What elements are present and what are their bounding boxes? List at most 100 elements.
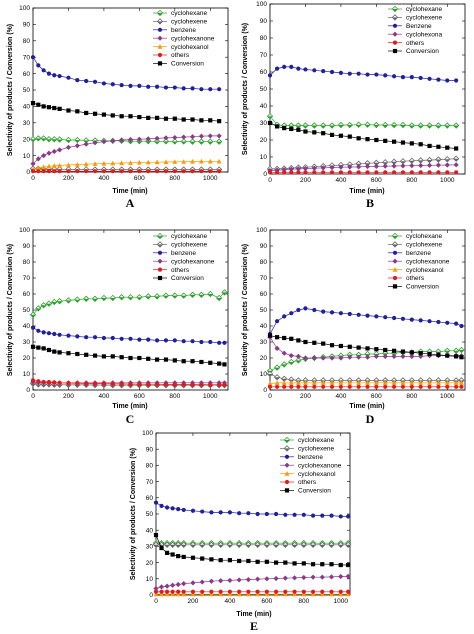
data-point-cyclohexane: [162, 292, 170, 299]
data-point-conversion: [119, 355, 124, 360]
legend-marker-benzene: [157, 250, 163, 255]
data-point-cyclohexane: [189, 138, 196, 145]
data-point-cyclohexane: [40, 135, 47, 142]
data-point-cyclohexanone: [172, 134, 178, 141]
data-point-others: [30, 378, 36, 383]
data-point-cyclohexane-fill: [400, 125, 406, 128]
data-point-benzene: [296, 307, 301, 313]
y-tick-label: 80: [260, 35, 268, 42]
data-point-benzene: [209, 510, 214, 515]
data-point-others: [303, 170, 308, 175]
data-point-benzene: [163, 338, 169, 343]
data-point-benzene: [30, 55, 36, 60]
data-point-cyclohexane-fill: [453, 125, 459, 129]
data-point-cyclohexane-fill: [65, 300, 72, 303]
data-point-cyclohexene: [426, 156, 433, 164]
y-tick-label: 100: [256, 1, 267, 8]
data-point-benzene: [374, 72, 379, 77]
data-point-cyclohexanol: [51, 163, 57, 168]
data-point-cyclohexane-fill: [329, 125, 335, 129]
data-point-cyclohexane: [56, 298, 63, 305]
data-point-cyclohexene-fill: [175, 544, 181, 548]
data-point-others: [427, 170, 432, 175]
series-benzene: [267, 64, 459, 83]
data-point-benzene: [237, 511, 242, 516]
data-point-cyclohexanone: [311, 165, 317, 171]
data-point-cyclohexane-fill: [46, 139, 52, 142]
data-point-conversion: [312, 340, 317, 345]
data-point-cyclohexane: [266, 113, 274, 120]
data-point-benzene: [92, 335, 98, 340]
data-point-cyclohexene-fill: [181, 544, 187, 548]
data-point-cyclohexane-fill: [136, 297, 142, 300]
data-point-conversion: [159, 545, 164, 551]
data-point-others: [190, 169, 195, 174]
data-point-cyclohexene-fill: [281, 378, 287, 382]
data-point-cyclohexane: [51, 136, 58, 143]
data-point-cyclohexane: [281, 361, 288, 368]
data-point-others: [374, 170, 379, 175]
data-point-cyclohexene-fill: [267, 374, 273, 377]
data-point-others: [320, 589, 325, 594]
data-point-cyclohexane-fill: [216, 141, 222, 145]
legend: cyclohexanecyclohexenebenzenecyclohexano…: [388, 232, 450, 291]
data-point-others: [181, 589, 186, 594]
legend-label: cyclohexane: [406, 6, 443, 13]
data-point-cyclohexane-fill: [35, 308, 41, 311]
data-point-cyclohexane: [288, 358, 295, 366]
data-point-cyclohexane: [458, 346, 465, 354]
series-cyclohexanol: [30, 158, 222, 172]
y-tick-label: 70: [146, 479, 154, 486]
data-point-cyclohexanone: [164, 583, 170, 589]
legend-marker-others: [392, 275, 398, 281]
data-point-others: [418, 384, 423, 389]
data-point-others: [154, 169, 160, 174]
legend-label: cyclohexanol: [298, 471, 336, 478]
data-point-benzene: [289, 64, 294, 69]
data-point-benzene: [282, 314, 287, 319]
legend-marker-others: [284, 479, 290, 485]
data-point-conversion: [338, 133, 344, 138]
data-point-benzene: [409, 317, 414, 322]
data-point-cyclohexanone: [302, 165, 309, 172]
data-point-cyclohexanone: [153, 585, 159, 592]
legend-marker-cyclohexene-fill: [157, 244, 163, 247]
data-point-benzene: [445, 320, 450, 325]
data-point-cyclohexane: [408, 122, 415, 129]
data-point-cyclohexanol: [66, 162, 71, 168]
data-point-conversion: [347, 134, 352, 139]
y-tick-label: 70: [260, 275, 268, 282]
data-point-benzene: [292, 512, 297, 517]
data-point-cyclohexanol: [172, 159, 178, 164]
series-conversion: [30, 101, 222, 124]
data-point-others: [154, 382, 160, 387]
y-tick-label: 80: [260, 259, 268, 266]
y-tick-label: 50: [23, 307, 31, 314]
data-point-benzene: [227, 510, 233, 515]
data-point-others: [289, 170, 294, 175]
data-point-cyclohexanol: [338, 591, 344, 597]
data-point-others: [163, 382, 169, 387]
data-point-others: [289, 384, 294, 389]
data-point-conversion: [310, 562, 316, 567]
data-point-cyclohexanol: [119, 160, 125, 166]
data-point-benzene: [172, 338, 177, 343]
data-point-cyclohexanol: [245, 591, 251, 597]
data-point-conversion: [436, 144, 441, 149]
data-point-conversion: [46, 347, 52, 353]
data-point-others: [110, 381, 115, 387]
data-point-others: [57, 169, 62, 174]
data-point-cyclohexane-fill: [338, 125, 344, 128]
data-point-cyclohexane-fill: [198, 141, 205, 145]
data-point-cyclohexane-fill: [274, 367, 280, 371]
data-point-conversion: [329, 562, 334, 567]
data-point-cyclohexanol: [301, 591, 307, 597]
data-point-cyclohexane-fill: [172, 141, 178, 145]
y-tick-label: 30: [23, 120, 31, 127]
data-point-cyclohexane-fill: [181, 295, 187, 299]
data-point-cyclohexene-fill: [245, 544, 251, 548]
data-point-conversion: [57, 350, 62, 355]
data-point-cyclohexane-fill: [409, 125, 415, 129]
data-point-others: [310, 589, 316, 594]
data-point-cyclohexane-fill: [119, 297, 125, 300]
